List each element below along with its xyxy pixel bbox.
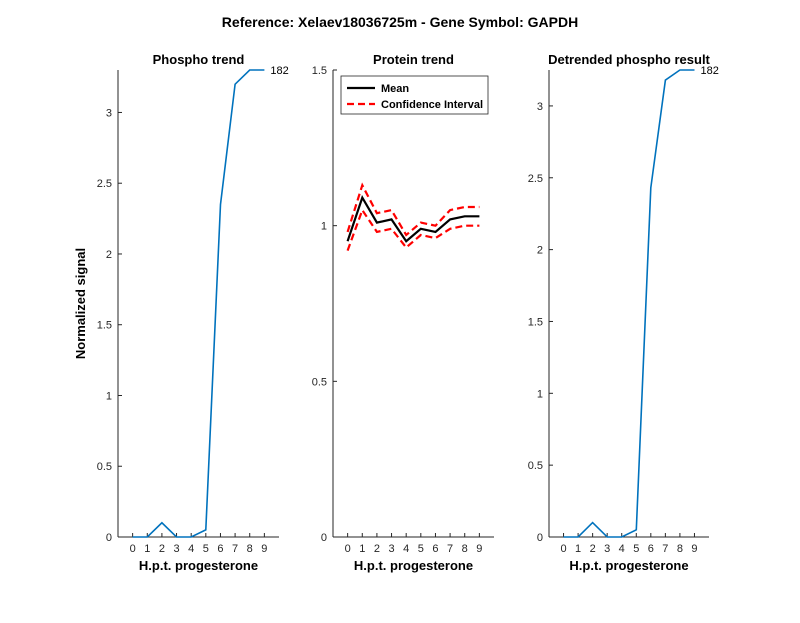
y-tick-label: 0 bbox=[321, 532, 327, 544]
y-tick-label: 2.5 bbox=[97, 178, 112, 190]
y-tick-label: 1.5 bbox=[528, 316, 543, 328]
x-tick-label: 2 bbox=[159, 543, 165, 555]
x-tick-label: 7 bbox=[662, 543, 668, 555]
x-tick-label: 5 bbox=[418, 543, 424, 555]
x-tick-label: 1 bbox=[359, 543, 365, 555]
x-tick-label: 8 bbox=[462, 543, 468, 555]
series-line-1 bbox=[132, 69, 265, 538]
x-tick-label: 4 bbox=[403, 543, 409, 555]
y-axis-label: Normalized signal bbox=[73, 248, 88, 359]
series-line-2 bbox=[346, 182, 480, 237]
x-tick-label: 8 bbox=[247, 543, 253, 555]
y-tick-label: 1 bbox=[537, 388, 543, 400]
x-tick-label: 6 bbox=[648, 543, 654, 555]
y-tick-label: 2 bbox=[106, 249, 112, 261]
x-tick-label: 7 bbox=[447, 543, 453, 555]
legend-label: Mean bbox=[381, 83, 409, 95]
y-tick-label: 1 bbox=[106, 390, 112, 402]
y-tick-label: 2.5 bbox=[528, 173, 543, 185]
y-tick-label: 0 bbox=[106, 532, 112, 544]
x-tick-label: 7 bbox=[232, 543, 238, 555]
series-line-1 bbox=[346, 194, 480, 243]
x-tick-label: 3 bbox=[388, 543, 394, 555]
x-tick-label: 6 bbox=[432, 543, 438, 555]
panel-title: Phospho trend bbox=[153, 52, 245, 67]
panel-title: Detrended phospho result bbox=[548, 52, 710, 67]
y-tick-label: 1.5 bbox=[97, 320, 112, 332]
x-tick-label: 0 bbox=[560, 543, 566, 555]
x-tick-label: 3 bbox=[604, 543, 610, 555]
x-tick-label: 9 bbox=[691, 543, 697, 555]
x-tick-label: 4 bbox=[188, 543, 194, 555]
x-tick-label: 2 bbox=[590, 543, 596, 555]
legend: Mean Confidence Interval bbox=[340, 75, 489, 115]
y-tick-label: 1 bbox=[321, 221, 327, 233]
x-tick-label: 1 bbox=[144, 543, 150, 555]
x-tick-label: 8 bbox=[677, 543, 683, 555]
y-tick-label: 3 bbox=[537, 101, 543, 113]
x-tick-label: 9 bbox=[261, 543, 267, 555]
y-tick-label: 0 bbox=[537, 532, 543, 544]
x-tick-label: 5 bbox=[203, 543, 209, 555]
end-data-label: 182 bbox=[700, 65, 718, 77]
x-axis-label: H.p.t. progesterone bbox=[354, 558, 473, 573]
legend-label: Confidence Interval bbox=[381, 99, 483, 111]
x-tick-label: 6 bbox=[217, 543, 223, 555]
end-data-label: 182 bbox=[270, 65, 288, 77]
panel-title: Protein trend bbox=[373, 52, 454, 67]
x-tick-label: 4 bbox=[619, 543, 625, 555]
y-tick-label: 2 bbox=[537, 245, 543, 257]
x-tick-label: 1 bbox=[575, 543, 581, 555]
x-tick-label: 9 bbox=[476, 543, 482, 555]
series-line-1 bbox=[563, 69, 695, 538]
x-tick-label: 2 bbox=[374, 543, 380, 555]
y-tick-label: 0.5 bbox=[528, 460, 543, 472]
x-axis-label: H.p.t. progesterone bbox=[139, 558, 258, 573]
y-tick-label: 0.5 bbox=[312, 376, 327, 388]
y-tick-label: 0.5 bbox=[97, 461, 112, 473]
series-line-3 bbox=[346, 207, 480, 251]
x-tick-label: 0 bbox=[130, 543, 136, 555]
y-tick-label: 1.5 bbox=[312, 65, 327, 77]
y-tick-label: 3 bbox=[106, 107, 112, 119]
x-tick-label: 0 bbox=[345, 543, 351, 555]
x-axis-label: H.p.t. progesterone bbox=[569, 558, 688, 573]
legend-box bbox=[340, 75, 489, 115]
x-tick-label: 3 bbox=[173, 543, 179, 555]
figure-title: Reference: Xelaev18036725m - Gene Symbol… bbox=[221, 14, 579, 30]
x-tick-label: 5 bbox=[633, 543, 639, 555]
